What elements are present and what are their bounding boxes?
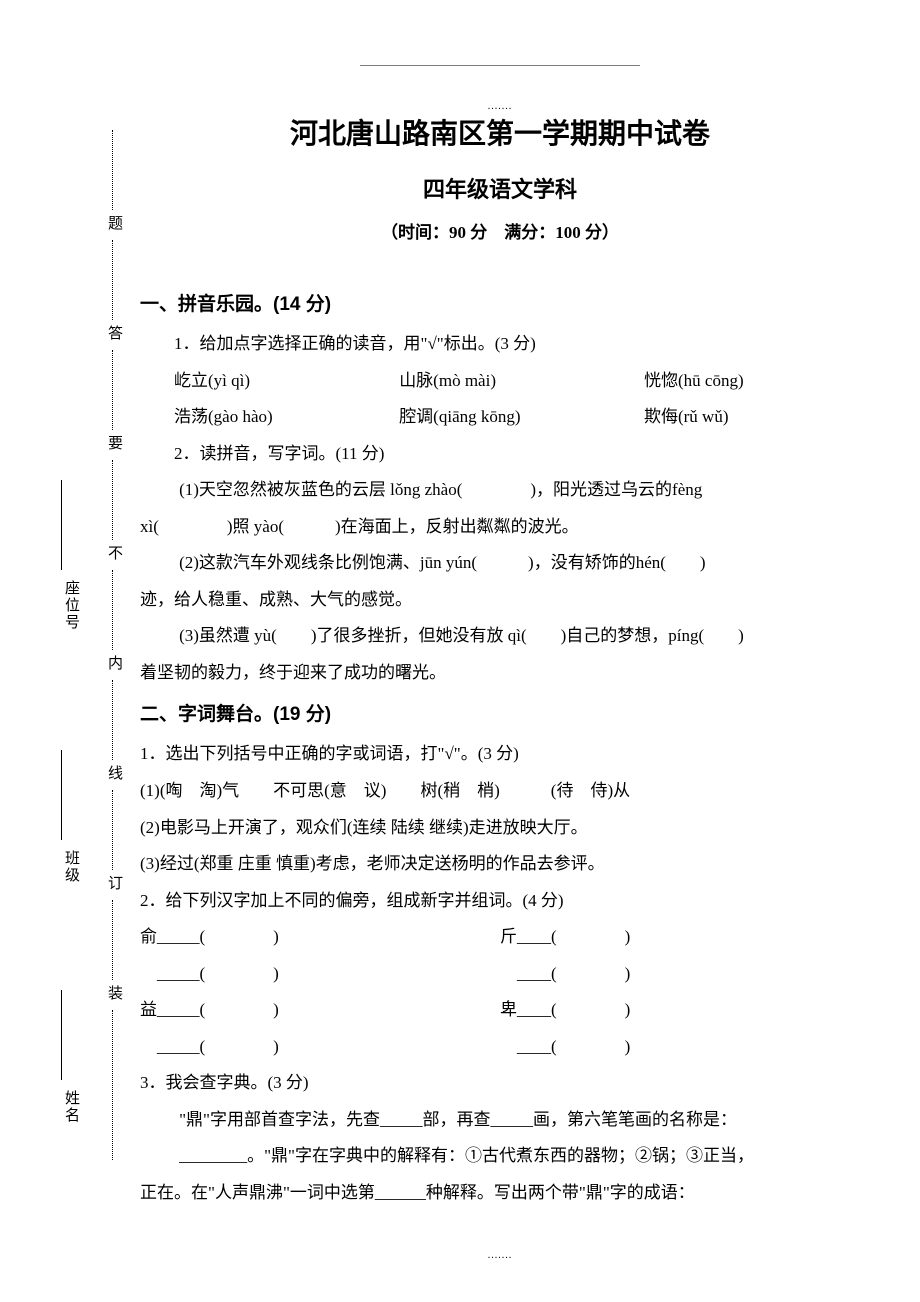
s1-row1: 屹立(yì qì) 山脉(mò mài) 恍惚(hū cōng) — [140, 363, 860, 400]
binding-marker: 题 — [104, 215, 125, 230]
binding-dotline — [112, 130, 113, 210]
s1-r1-c: 恍惚(hū cōng) — [644, 363, 860, 400]
s1-r2-a: 浩荡(gào hào) — [140, 399, 399, 436]
word-grid: 俞_____( ) 斤____( ) _____( ) ____( ) 益___… — [140, 919, 860, 1065]
footer-dots: ....... — [140, 1250, 860, 1261]
s1-r1-b: 山脉(mò mài) — [399, 363, 644, 400]
s1-q2: 2．读拼音，写字词。(11 分) — [140, 436, 860, 473]
binding-marker: 答 — [104, 325, 125, 340]
binding-dotline — [112, 680, 113, 760]
s1-r1-a: 屹立(yì qì) — [140, 363, 399, 400]
s1-r2-b: 腔调(qiāng kōng) — [399, 399, 644, 436]
binding-dotline — [112, 900, 113, 980]
top-rule: ———————————————————————————— — [140, 60, 860, 71]
s2-q3: 3．我会查字典。(3 分) — [140, 1065, 860, 1102]
s1-p3b: 着坚韧的毅力，终于迎来了成功的曙光。 — [140, 655, 860, 692]
binding-seat-label: 座位号 — [61, 580, 82, 631]
grid-r4-r: ____( ) — [500, 1029, 860, 1066]
s2-q2: 2．给下列汉字加上不同的偏旁，组成新字并组词。(4 分) — [140, 883, 860, 920]
grid-r1-l: 俞_____( ) — [140, 919, 500, 956]
s2-l1: (1)(啕 淘)气 不可思(意 议) 树(稍 梢) (待 侍)从 — [140, 773, 860, 810]
s1-p1b: xì( )照 yào( )在海面上，反射出粼粼的波光。 — [140, 509, 860, 546]
section-2-head: 二、字词舞台。(19 分) — [140, 699, 860, 726]
grid-r3-r: 卑____( ) — [500, 992, 860, 1029]
s2-p3c: 正在。在"人声鼎沸"一词中选第______种解释。写出两个带"鼎"字的成语： — [140, 1175, 860, 1212]
binding-marker: 订 — [104, 875, 125, 890]
s2-l3: (3)经过(郑重 庄重 慎重)考虑，老师决定送杨明的作品去参评。 — [140, 846, 860, 883]
s1-row2: 浩荡(gào hào) 腔调(qiāng kōng) 欺侮(rǔ wǔ) — [140, 399, 860, 436]
exam-title: 河北唐山路南区第一学期期中试卷 — [140, 112, 860, 152]
s2-p3a: "鼎"字用部首查字法，先查_____部，再查_____画，第六笔笔画的名称是： — [140, 1102, 860, 1139]
s2-p3b: ________。"鼎"字在字典中的解释有：①古代煮东西的器物；②锅；③正当， — [140, 1138, 860, 1175]
binding-seat-line — [61, 480, 62, 570]
binding-dotline — [112, 240, 113, 320]
binding-name-line — [61, 990, 62, 1080]
top-dots: ....... — [140, 101, 860, 112]
section-1-head: 一、拼音乐园。(14 分) — [140, 289, 860, 316]
binding-strip: 姓名 班级 座位号 — [75, 120, 115, 1170]
binding-dotline — [112, 790, 113, 870]
binding-marker: 要 — [104, 435, 125, 450]
binding-name-label: 姓名 — [61, 1090, 82, 1124]
exam-subtitle: 四年级语文学科 — [140, 172, 860, 204]
binding-dotline — [112, 350, 113, 430]
s2-l2: (2)电影马上开演了，观众们(连续 陆续 继续)走进放映大厅。 — [140, 810, 860, 847]
s1-q1: 1．给加点字选择正确的读音，用"√"标出。(3 分) — [140, 326, 860, 363]
grid-r1-r: 斤____( ) — [500, 919, 860, 956]
binding-marker: 不 — [104, 545, 125, 560]
s2-q1: 1．选出下列括号中正确的字或词语，打"√"。(3 分) — [140, 736, 860, 773]
binding-marker: 装 — [104, 985, 125, 1000]
s1-p2b: 迹，给人稳重、成熟、大气的感觉。 — [140, 582, 860, 619]
exam-meta: （时间：90 分 满分：100 分） — [140, 218, 860, 243]
grid-r2-l: _____( ) — [140, 956, 500, 993]
s1-p3: (3)虽然遭 yù( )了很多挫折，但她没有放 qì( )自己的梦想，píng(… — [140, 618, 860, 655]
binding-class-label: 班级 — [61, 850, 82, 884]
grid-r4-l: _____( ) — [140, 1029, 500, 1066]
binding-dotline — [112, 570, 113, 650]
page-content: ———————————————————————————— ....... 河北唐… — [140, 60, 860, 1212]
binding-marker: 线 — [104, 765, 125, 780]
grid-r3-l: 益_____( ) — [140, 992, 500, 1029]
s1-p1: (1)天空忽然被灰蓝色的云层 lǒng zhào( )，阳光透过乌云的fèng — [140, 472, 860, 509]
grid-r2-r: ____( ) — [500, 956, 860, 993]
s1-r2-c: 欺侮(rǔ wǔ) — [644, 399, 860, 436]
s1-p2: (2)这款汽车外观线条比例饱满、jūn yún( )，没有矫饰的hén( ) — [140, 545, 860, 582]
binding-class-line — [61, 750, 62, 840]
binding-dotline — [112, 1010, 113, 1160]
binding-marker: 内 — [104, 655, 125, 670]
binding-dotline — [112, 460, 113, 540]
